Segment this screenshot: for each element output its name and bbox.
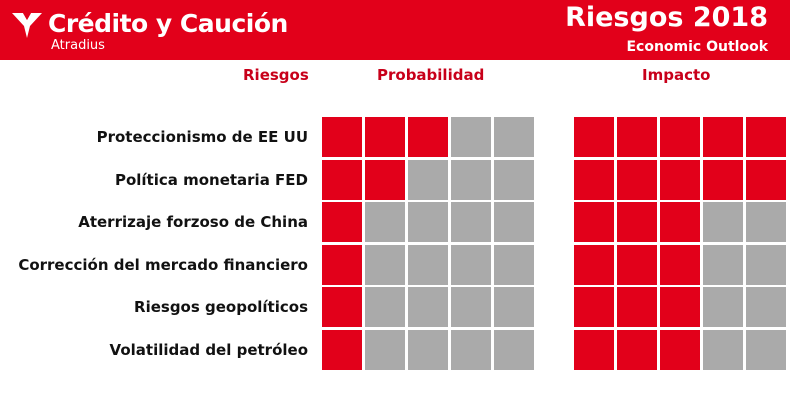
impact-cell-filled <box>574 117 614 157</box>
impact-cell-filled <box>617 287 657 328</box>
atradius-bird-icon <box>12 13 42 38</box>
impact-cell-empty <box>703 202 743 243</box>
brand-name: Crédito y Caución <box>48 9 288 38</box>
probability-cell-empty <box>365 244 405 285</box>
page-subtitle: Economic Outlook <box>626 39 768 55</box>
probability-cell-empty <box>365 287 405 328</box>
impact-cell-empty <box>703 244 743 285</box>
probability-cell-empty <box>494 159 534 200</box>
risk-label: Riesgos geopolíticos <box>134 298 308 317</box>
impact-cell-filled <box>660 202 700 243</box>
impact-cell-filled <box>660 287 700 328</box>
impact-cell-filled <box>617 330 657 370</box>
impact-cell-filled <box>703 117 743 157</box>
impact-cell-empty <box>746 202 786 243</box>
impact-cell-filled <box>660 330 700 370</box>
probability-cell-filled <box>408 117 448 157</box>
probability-cell-empty <box>365 330 405 370</box>
risk-label: Proteccionismo de EE UU <box>96 128 308 146</box>
probability-cell-empty <box>451 244 491 285</box>
probability-cell-empty <box>494 330 534 370</box>
impact-cell-filled <box>660 117 700 157</box>
column-header-probability: Probabilidad <box>377 66 485 84</box>
impact-cell-filled <box>574 287 614 328</box>
probability-cell-filled <box>365 159 405 200</box>
impact-cell-filled <box>703 159 743 200</box>
probability-cell-empty <box>451 202 491 243</box>
brand-subtitle: Atradius <box>51 38 105 53</box>
impact-cell-filled <box>574 159 614 200</box>
probability-cell-empty <box>494 287 534 328</box>
impact-cell-filled <box>660 159 700 200</box>
impact-cell-filled <box>617 202 657 243</box>
impact-cell-filled <box>574 330 614 370</box>
impact-cell-filled <box>574 244 614 285</box>
impact-cell-filled <box>746 117 786 157</box>
probability-cell-filled <box>322 159 362 200</box>
probability-cell-empty <box>408 159 448 200</box>
probability-cell-empty <box>408 330 448 370</box>
impact-cell-empty <box>703 330 743 370</box>
impact-cell-filled <box>617 117 657 157</box>
probability-cell-filled <box>365 117 405 157</box>
probability-cell-empty <box>408 244 448 285</box>
probability-cell-filled <box>322 202 362 243</box>
probability-cell-empty <box>494 202 534 243</box>
impact-cell-filled <box>660 244 700 285</box>
impact-cell-empty <box>746 287 786 328</box>
probability-cell-empty <box>451 117 491 157</box>
probability-cell-empty <box>365 202 405 243</box>
impact-cell-empty <box>746 330 786 370</box>
probability-cell-filled <box>322 287 362 328</box>
probability-cell-filled <box>322 117 362 157</box>
impact-cell-filled <box>617 244 657 285</box>
column-header-risks: Riesgos <box>243 66 309 84</box>
probability-cell-empty <box>494 117 534 157</box>
probability-cell-empty <box>451 287 491 328</box>
header-bar: Crédito y Caución Atradius Riesgos 2018 … <box>0 0 790 60</box>
impact-cell-filled <box>617 159 657 200</box>
probability-cell-empty <box>408 287 448 328</box>
impact-cell-empty <box>703 287 743 328</box>
probability-cell-filled <box>322 330 362 370</box>
probability-cell-empty <box>451 330 491 370</box>
impact-cell-filled <box>574 202 614 243</box>
probability-cell-empty <box>451 159 491 200</box>
page-title: Riesgos 2018 <box>565 2 768 33</box>
impact-cell-filled <box>746 159 786 200</box>
risk-label: Volatilidad del petróleo <box>109 341 308 359</box>
risk-label: Corrección del mercado financiero <box>18 255 308 274</box>
probability-cell-empty <box>494 244 534 285</box>
impact-cell-empty <box>746 244 786 285</box>
risk-label: Aterrizaje forzoso de China <box>78 213 308 232</box>
probability-cell-empty <box>408 202 448 243</box>
risk-label: Política monetaria FED <box>114 170 308 189</box>
probability-cell-filled <box>322 244 362 285</box>
column-header-impact: Impacto <box>642 66 711 84</box>
